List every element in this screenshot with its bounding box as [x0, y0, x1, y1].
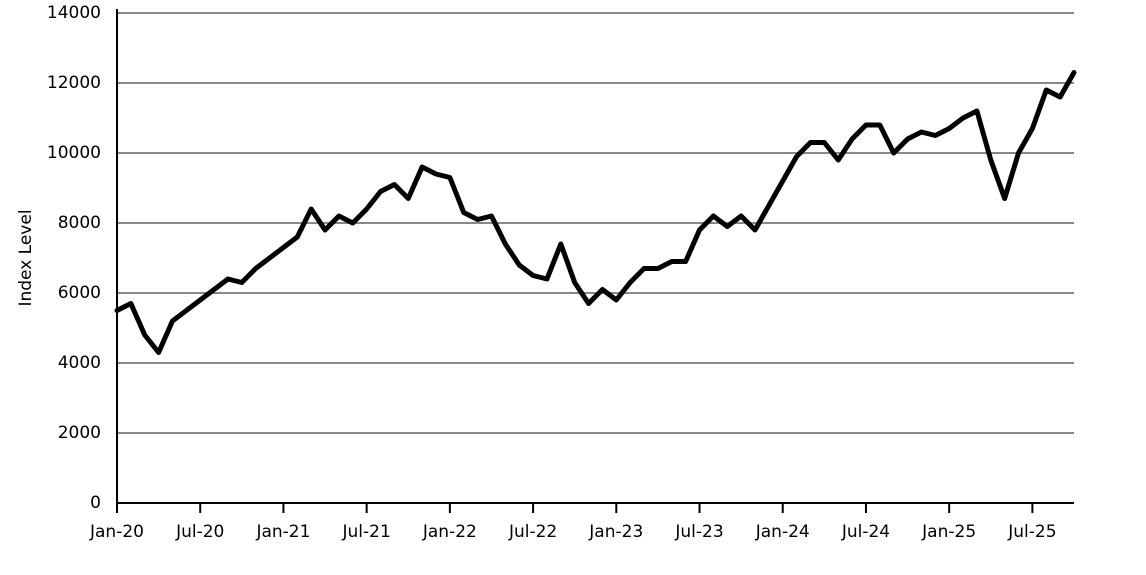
x-tick-label: Jan-24: [755, 522, 810, 542]
y-tick-label: 6000: [58, 283, 101, 303]
x-tick-label: Jul-25: [1007, 522, 1056, 542]
x-tick-label: Jan-21: [255, 522, 310, 542]
x-tick-label: Jul-22: [508, 522, 557, 542]
series-line: [114, 70, 1077, 355]
x-tick-label: Jul-23: [674, 522, 723, 542]
y-tick-label: 8000: [58, 213, 101, 233]
x-tick-label: Jul-20: [175, 522, 224, 542]
x-tick-label: Jul-24: [841, 522, 890, 542]
y-tick-label: 2000: [58, 423, 101, 443]
x-tick-label: Jan-22: [422, 522, 477, 542]
y-tick-label: 14000: [47, 3, 101, 23]
y-tick-label: 0: [90, 493, 101, 513]
y-tick-label: 12000: [47, 73, 101, 93]
x-tick-label: Jan-23: [588, 522, 643, 542]
y-tick-label: 4000: [58, 353, 101, 373]
x-tick-label: Jan-20: [89, 522, 144, 542]
x-tick-label: Jul-21: [342, 522, 391, 542]
y-tick-label: 10000: [47, 143, 101, 163]
x-tick-label: Jan-25: [921, 522, 976, 542]
y-axis-label: Index Level: [16, 209, 36, 306]
